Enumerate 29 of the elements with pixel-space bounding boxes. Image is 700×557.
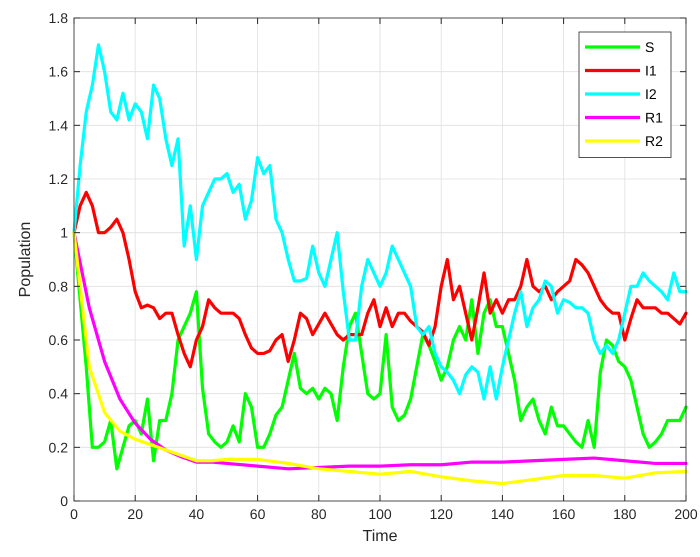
x-tick-label: 200 <box>674 506 698 522</box>
y-tick-label: 0.6 <box>48 332 68 348</box>
y-tick-label: 1.8 <box>48 10 68 26</box>
x-tick-label: 20 <box>127 506 144 522</box>
y-axis-title: Population <box>17 222 34 298</box>
x-tick-label: 80 <box>311 506 327 522</box>
x-tick-label: 0 <box>70 506 78 522</box>
y-tick-label: 1.6 <box>48 64 68 80</box>
x-tick-label: 120 <box>430 506 454 522</box>
legend-label: I1 <box>645 62 657 78</box>
legend-label: I2 <box>645 86 657 102</box>
x-tick-label: 180 <box>613 506 637 522</box>
x-tick-label: 40 <box>188 506 204 522</box>
legend-label: R1 <box>645 110 664 126</box>
legend-label: S <box>645 39 654 55</box>
x-tick-label: 100 <box>368 506 392 522</box>
y-tick-label: 0.2 <box>48 439 68 456</box>
y-tick-label: 0 <box>60 493 68 509</box>
y-tick-label: 1.2 <box>48 171 68 187</box>
x-tick-label: 140 <box>490 506 514 522</box>
x-tick-label: 160 <box>552 506 576 522</box>
y-tick-label: 1 <box>60 224 68 241</box>
y-tick-label: 0.8 <box>48 278 68 294</box>
y-tick-label: 1.4 <box>48 117 68 134</box>
line-series <box>72 43 688 401</box>
x-axis-title: Time <box>362 528 398 545</box>
x-tick-label: 60 <box>250 506 266 522</box>
legend-label: R2 <box>645 133 664 149</box>
y-tick-label: 0.4 <box>48 386 68 402</box>
